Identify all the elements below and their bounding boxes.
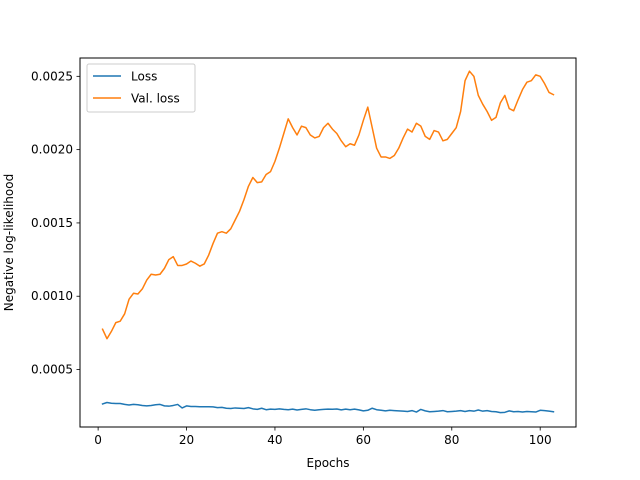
legend-label-loss: Loss (131, 70, 157, 84)
legend-label-val-loss: Val. loss (131, 92, 180, 106)
y-tick-label: 0.0015 (31, 216, 73, 230)
legend: Loss Val. loss (86, 63, 196, 113)
x-tick-label: 20 (179, 433, 194, 447)
x-tick-label: 40 (267, 433, 282, 447)
x-tick-label: 60 (356, 433, 371, 447)
y-tick-label: 0.0005 (31, 363, 73, 377)
y-tick-label: 0.0010 (31, 289, 73, 303)
x-tick-label: 80 (444, 433, 459, 447)
y-tick-label: 0.0020 (31, 143, 73, 157)
y-axis-label: Negative log-likelihood (2, 174, 16, 311)
plot-frame (79, 57, 577, 428)
series-line-loss (101, 401, 555, 414)
x-tick-label: 100 (529, 433, 552, 447)
y-tick-label: 0.0025 (31, 69, 73, 83)
series-line-val-loss (101, 70, 555, 340)
x-tick-label: 0 (94, 433, 102, 447)
x-axis-label: Epochs (307, 456, 350, 470)
